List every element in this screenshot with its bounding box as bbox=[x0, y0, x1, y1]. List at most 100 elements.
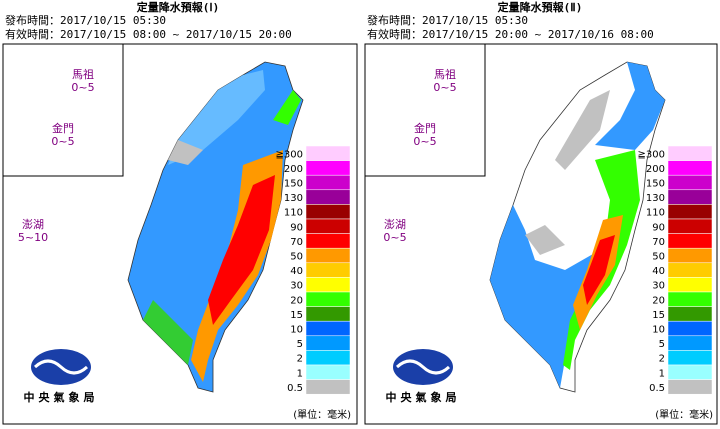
island-name: 金門 bbox=[414, 121, 436, 135]
legend-swatch bbox=[305, 247, 351, 264]
legend-swatch bbox=[667, 233, 713, 249]
valid-time: 有效時間：2017/10/15 20:00 ~ 2017/10/16 08:00 bbox=[367, 27, 654, 41]
rain-area bbox=[595, 62, 665, 150]
valid-time: 有效時間：2017/10/15 08:00 ~ 2017/10/15 20:00 bbox=[5, 27, 292, 41]
legend-label: 15 bbox=[652, 310, 665, 321]
legend-swatch bbox=[667, 364, 713, 380]
rain-area bbox=[583, 235, 615, 305]
legend-swatch bbox=[667, 145, 713, 161]
legend-swatch bbox=[667, 174, 713, 191]
legend-label: 2 bbox=[297, 354, 303, 365]
rain-area bbox=[143, 300, 193, 365]
island-name: 金門 bbox=[52, 121, 74, 135]
legend-swatch bbox=[305, 320, 351, 337]
legend-label: 90 bbox=[652, 222, 665, 233]
panel: 定量降水預報(Ⅱ)發布時間：2017/10/15 05:30有效時間：2017/… bbox=[364, 0, 718, 425]
legend-swatch bbox=[305, 174, 351, 191]
legend-swatch bbox=[667, 189, 713, 205]
legend-swatch bbox=[667, 218, 713, 234]
legend-label: 200 bbox=[284, 164, 303, 175]
legend-label: ≧300 bbox=[276, 149, 303, 160]
legend-swatch bbox=[305, 233, 351, 249]
legend-label: 40 bbox=[652, 266, 665, 277]
island-name: 澎湖 bbox=[22, 218, 44, 231]
legend-label: 50 bbox=[652, 252, 665, 263]
island-range: 0~5 bbox=[413, 135, 436, 148]
legend-swatch bbox=[667, 204, 713, 220]
legend-label: 20 bbox=[652, 295, 665, 306]
legend-swatch bbox=[305, 204, 351, 220]
legend-swatch bbox=[667, 247, 713, 264]
legend-label: 130 bbox=[646, 193, 665, 204]
panel: 定量降水預報(Ⅰ)發布時間：2017/10/15 05:30有效時間：2017/… bbox=[2, 0, 358, 425]
panel-title: 定量降水預報(Ⅱ) bbox=[498, 0, 583, 14]
legend-swatch bbox=[305, 291, 351, 307]
island-range: 0~5 bbox=[433, 81, 456, 94]
legend-swatch bbox=[667, 320, 713, 337]
legend-swatch bbox=[667, 350, 713, 366]
legend-swatch bbox=[305, 350, 351, 366]
legend-label: 10 bbox=[290, 325, 303, 336]
legend-label: 30 bbox=[290, 281, 303, 292]
legend-swatch bbox=[305, 364, 351, 380]
legend-label: 1 bbox=[659, 368, 665, 379]
legend-label: 0.5 bbox=[287, 383, 303, 394]
legend-swatch bbox=[667, 277, 713, 293]
legend-swatch bbox=[305, 262, 351, 278]
unit-label: (單位：毫米) bbox=[293, 408, 351, 421]
island-range: 0~5 bbox=[71, 81, 94, 94]
legend-label: 1 bbox=[297, 368, 303, 379]
legend-label: 15 bbox=[290, 310, 303, 321]
legend-label: 110 bbox=[284, 208, 303, 219]
issued-time: 發布時間：2017/10/15 05:30 bbox=[367, 13, 528, 27]
legend-swatch bbox=[667, 306, 713, 322]
legend-label: 0.5 bbox=[649, 383, 665, 394]
legend-label: 40 bbox=[290, 266, 303, 277]
legend-label: 110 bbox=[646, 208, 665, 219]
legend-label: 50 bbox=[290, 252, 303, 263]
inset-frame bbox=[2, 43, 124, 177]
legend-swatch bbox=[305, 379, 351, 395]
legend-label: 10 bbox=[652, 325, 665, 336]
legend-swatch bbox=[667, 160, 713, 176]
legend-swatch bbox=[305, 145, 351, 161]
legend-label: ≧300 bbox=[638, 149, 665, 160]
island-range: 5~10 bbox=[18, 231, 48, 244]
rain-area bbox=[525, 225, 565, 255]
legend-swatch bbox=[305, 160, 351, 176]
legend-label: 150 bbox=[284, 179, 303, 190]
logo-wave bbox=[33, 359, 89, 375]
legend-label: 70 bbox=[290, 237, 303, 248]
legend-label: 130 bbox=[284, 193, 303, 204]
legend-label: 30 bbox=[652, 281, 665, 292]
inset-frame bbox=[364, 43, 486, 177]
legend-label: 5 bbox=[659, 339, 665, 350]
issued-time: 發布時間：2017/10/15 05:30 bbox=[5, 13, 166, 27]
legend-label: 90 bbox=[290, 222, 303, 233]
rain-area bbox=[273, 90, 301, 125]
island-name: 澎湖 bbox=[384, 218, 406, 231]
unit-label: (單位：毫米) bbox=[655, 408, 713, 421]
legend-label: 5 bbox=[297, 339, 303, 350]
legend-label: 200 bbox=[646, 164, 665, 175]
island-range: 0~5 bbox=[383, 231, 406, 244]
legend-swatch bbox=[667, 335, 713, 351]
legend-swatch bbox=[305, 306, 351, 322]
logo-text: 中央氣象局 bbox=[24, 390, 99, 404]
legend-label: 150 bbox=[646, 179, 665, 190]
rain-area bbox=[555, 90, 610, 170]
rain-area bbox=[168, 70, 265, 165]
legend-swatch bbox=[667, 262, 713, 278]
rain-area bbox=[168, 140, 203, 165]
island-name: 馬祖 bbox=[72, 67, 94, 81]
island-range: 0~5 bbox=[51, 135, 74, 148]
legend-swatch bbox=[667, 291, 713, 307]
island-name: 馬祖 bbox=[434, 67, 456, 81]
logo-wave bbox=[395, 359, 451, 375]
legend-swatch bbox=[305, 218, 351, 234]
legend-label: 2 bbox=[659, 354, 665, 365]
legend-label: 70 bbox=[652, 237, 665, 248]
legend-swatch bbox=[305, 335, 351, 351]
panel-title: 定量降水預報(Ⅰ) bbox=[137, 0, 220, 14]
